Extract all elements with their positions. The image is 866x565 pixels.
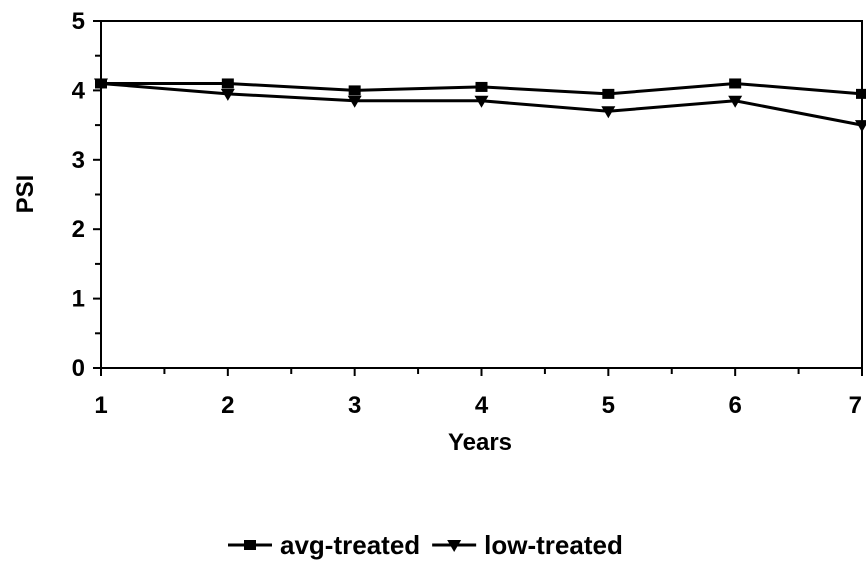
y-tick-label: 2 (72, 216, 85, 243)
x-axis: 1 2 3 4 5 6 7 (94, 368, 863, 419)
data-point (601, 106, 616, 119)
legend-marker (244, 540, 256, 550)
y-tick-label: 3 (72, 147, 85, 174)
data-point (220, 88, 235, 101)
data-point (347, 95, 362, 108)
plot-area (100, 20, 863, 369)
y-tick-label: 5 (72, 8, 85, 35)
y-axis-title: PSI (12, 175, 39, 214)
data-point (855, 120, 866, 133)
x-tick-label: 6 (728, 392, 741, 419)
y-tick-label: 1 (72, 286, 85, 313)
x-tick-label: 3 (348, 392, 361, 419)
y-tick-label: 4 (72, 77, 86, 104)
data-point (729, 78, 742, 89)
series-avg-treated (95, 78, 866, 99)
y-tick-label: 0 (72, 355, 85, 382)
x-tick-label: 4 (475, 392, 489, 419)
data-point (728, 95, 743, 108)
data-point (221, 78, 234, 89)
legend-label: avg-treated (280, 530, 420, 560)
x-tick-label: 7 (849, 392, 862, 419)
legend: avg-treated low-treated (228, 530, 623, 560)
series-layer (94, 78, 866, 133)
series-low-treated (94, 78, 866, 133)
x-tick-label: 1 (94, 392, 107, 419)
y-axis: 0 1 2 3 4 5 (72, 8, 101, 382)
x-axis-title: Years (448, 429, 512, 456)
data-point (856, 88, 866, 99)
legend-item: avg-treated (228, 530, 420, 560)
x-tick-label: 2 (221, 392, 234, 419)
legend-label: low-treated (484, 530, 623, 560)
data-point (348, 85, 361, 96)
data-point (474, 95, 489, 108)
data-point (94, 78, 108, 91)
legend-item: low-treated (432, 530, 623, 560)
legend-marker (447, 540, 462, 552)
data-point (475, 81, 488, 92)
x-tick-label: 5 (602, 392, 615, 419)
data-point (602, 88, 615, 99)
